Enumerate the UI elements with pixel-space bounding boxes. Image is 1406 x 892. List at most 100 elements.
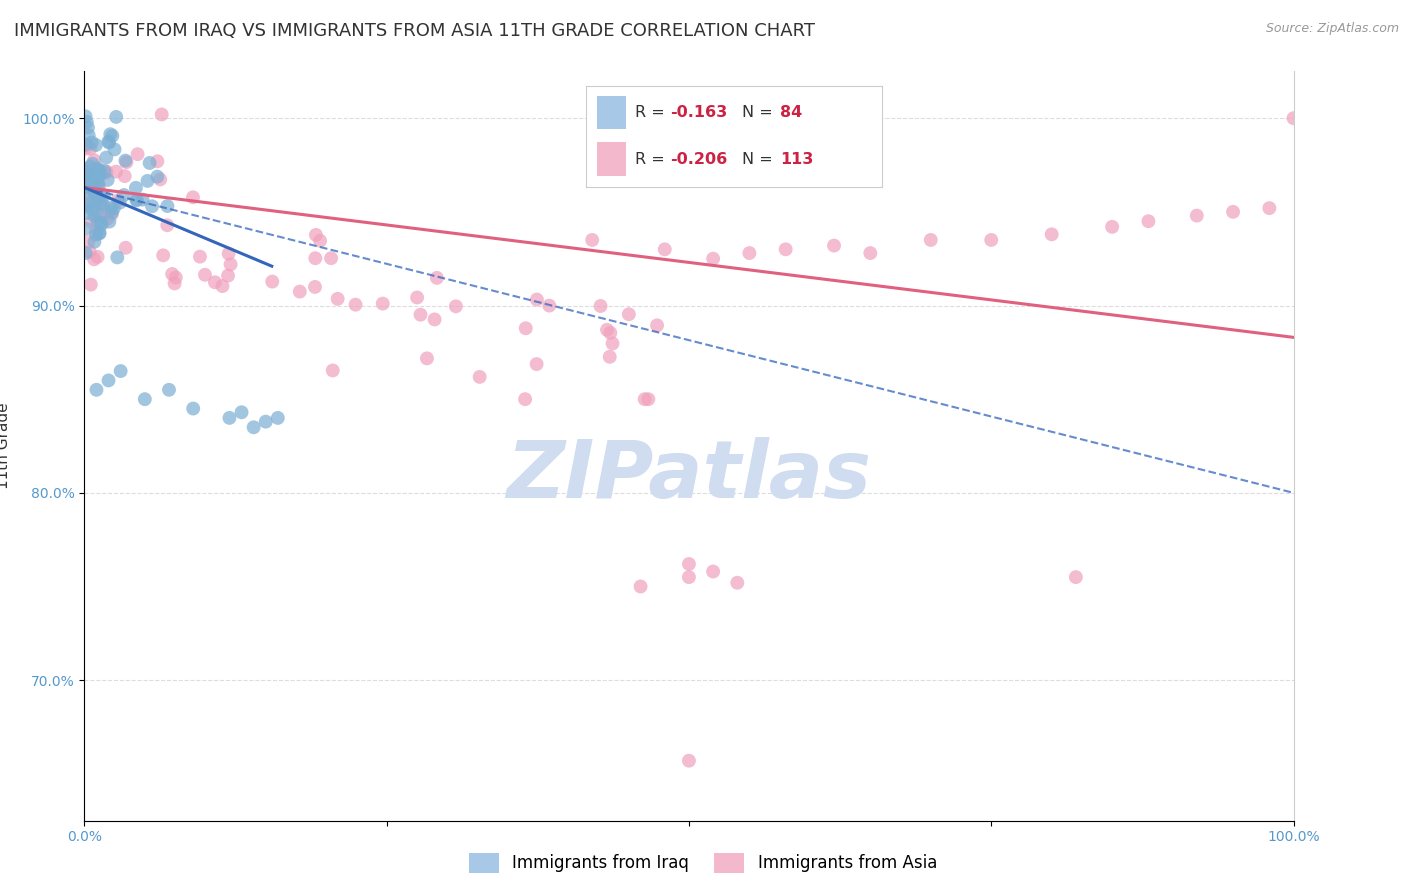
Point [406, 291, 429, 305]
Point [75, 221, 97, 235]
Point [77, 235, 100, 249]
Point [112, 188, 135, 202]
Point [599, 326, 621, 340]
Point [76, 169, 98, 183]
Point [96, 164, 118, 178]
Point [262, 275, 284, 289]
Point [409, 308, 432, 322]
Point [426, 271, 449, 285]
Point [157, 383, 180, 397]
Text: IMMIGRANTS FROM IRAQ VS IMMIGRANTS FROM ASIA 11TH GRADE CORRELATION CHART: IMMIGRANTS FROM IRAQ VS IMMIGRANTS FROM … [14, 22, 815, 40]
Point [98, 136, 121, 150]
Point [105, 164, 128, 178]
Point [100, 201, 122, 215]
Point [602, 336, 624, 351]
Point [859, 246, 882, 260]
Point [114, 169, 136, 183]
Point [141, 199, 163, 213]
Point [125, 194, 148, 208]
Point [181, 401, 204, 416]
Point [181, 190, 204, 204]
Point [90, 217, 112, 231]
Point [91, 197, 114, 211]
Point [89, 226, 111, 240]
Point [83, 252, 105, 267]
Point [980, 233, 1002, 247]
Point [1282, 112, 1305, 126]
Point [163, 277, 186, 291]
Point [75, 185, 97, 199]
Point [101, 128, 124, 143]
Point [82, 180, 104, 194]
Point [725, 575, 748, 590]
Point [98, 214, 121, 228]
Point [75, 198, 97, 212]
Point [211, 279, 233, 293]
Point [217, 268, 239, 283]
Point [80, 136, 103, 150]
Point [322, 363, 344, 377]
Point [89, 167, 111, 181]
Point [654, 243, 676, 257]
Point [136, 174, 159, 188]
Point [589, 299, 612, 313]
Point [156, 199, 179, 213]
Point [1064, 570, 1087, 584]
Point [90, 208, 112, 222]
Point [83, 153, 105, 168]
Point [87, 169, 110, 184]
Point [86, 161, 108, 176]
Point [93, 164, 115, 178]
Point [468, 370, 491, 384]
Point [93, 188, 115, 202]
Point [678, 754, 700, 768]
Point [1258, 201, 1281, 215]
Point [416, 351, 439, 366]
Point [125, 181, 148, 195]
Point [146, 169, 169, 184]
Point [526, 293, 548, 307]
Point [645, 318, 668, 333]
Point [637, 392, 659, 407]
Point [219, 257, 242, 271]
Point [98, 127, 121, 141]
Point [86, 176, 108, 190]
Point [160, 267, 183, 281]
Point [105, 251, 128, 265]
Point [86, 383, 108, 397]
Point [84, 227, 107, 242]
Point [146, 154, 169, 169]
Point [75, 109, 97, 123]
Point [115, 155, 138, 169]
Point [87, 163, 110, 178]
Point [83, 173, 105, 187]
Point [91, 200, 114, 214]
Point [75, 197, 97, 211]
Point [630, 580, 652, 594]
Point [823, 238, 845, 252]
Point [76, 115, 98, 129]
Legend: Immigrants from Iraq, Immigrants from Asia: Immigrants from Iraq, Immigrants from As… [463, 847, 943, 880]
Point [89, 196, 111, 211]
Point [634, 392, 657, 407]
Point [83, 209, 105, 223]
Point [738, 246, 761, 260]
Point [678, 570, 700, 584]
Point [114, 153, 136, 168]
Point [134, 392, 156, 407]
Point [89, 227, 111, 241]
Point [76, 161, 98, 176]
Point [110, 364, 132, 378]
Point [77, 120, 100, 135]
Point [319, 251, 342, 265]
Point [79, 172, 101, 186]
Point [114, 241, 136, 255]
Point [194, 268, 217, 282]
Point [304, 251, 326, 265]
Point [101, 205, 124, 219]
Point [1137, 214, 1160, 228]
Point [513, 392, 536, 407]
Point [309, 234, 332, 248]
Point [103, 202, 125, 216]
Text: ZIPatlas: ZIPatlas [506, 437, 872, 515]
